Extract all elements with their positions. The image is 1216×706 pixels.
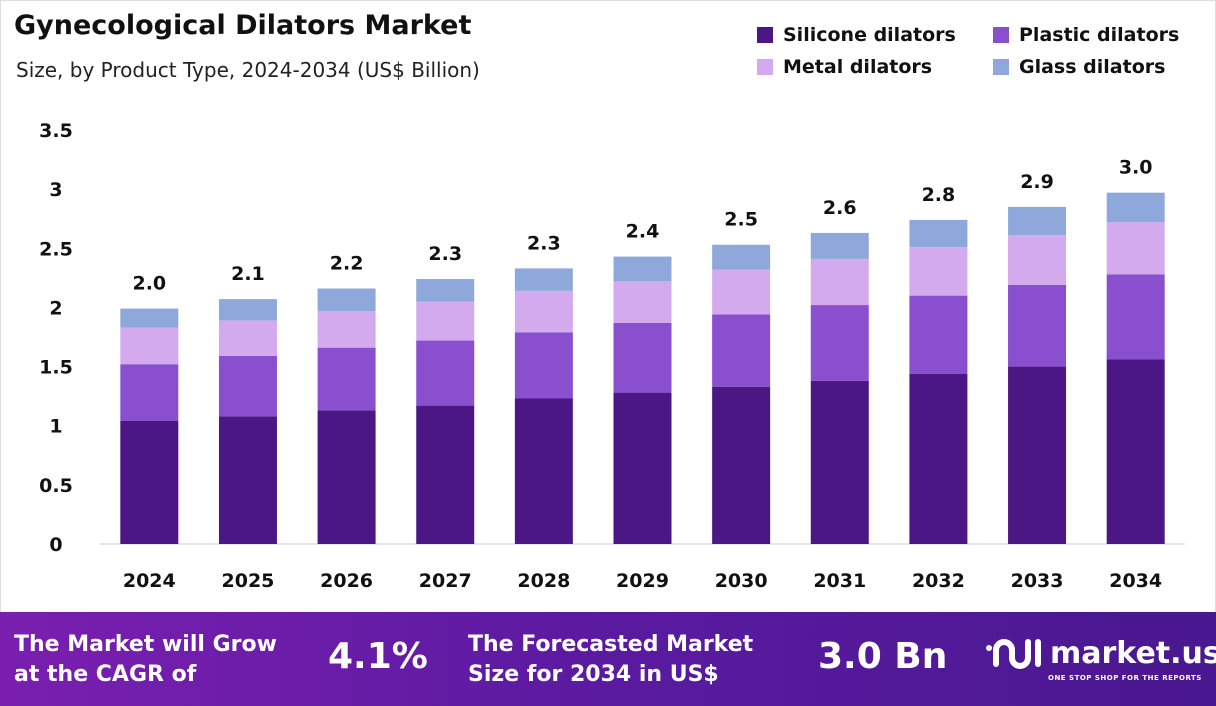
bar-segment — [810, 380, 869, 544]
bar-segment — [317, 288, 376, 311]
bar-segment — [218, 416, 277, 544]
bar-segment — [218, 355, 277, 417]
bar-segment — [120, 308, 179, 328]
chart-plot: 0 0.5 1 1.5 2 2.5 3 3.5 2.0 2024 2.1 2025 2.2 2026 2.3… — [39, 120, 1185, 592]
bar-segment — [909, 219, 968, 248]
logo-tagline: ONE STOP SHOP FOR THE REPORTS — [1048, 674, 1202, 682]
y-tick-label: 0 — [49, 534, 62, 556]
bar-segment — [514, 332, 573, 399]
x-tick-label: 2025 — [222, 570, 275, 592]
cagr-value: 4.1% — [328, 636, 428, 677]
bar-segment — [1106, 359, 1165, 544]
total-label: 2.9 — [1020, 171, 1054, 193]
bar-segment — [712, 269, 771, 315]
bar-segment — [416, 340, 475, 406]
x-tick-label: 2024 — [123, 570, 176, 592]
total-label: 2.5 — [724, 209, 758, 231]
x-tick-label: 2031 — [813, 570, 866, 592]
bar-segment — [514, 268, 573, 291]
total-label: 2.4 — [626, 221, 660, 243]
y-tick-label: 2.5 — [39, 238, 73, 260]
total-label: 2.6 — [823, 197, 857, 219]
bar-segment — [317, 410, 376, 544]
bar-segment — [1008, 206, 1067, 236]
cagr-label: The Market will Grow at the CAGR of — [14, 632, 277, 687]
bar-segment — [1106, 192, 1165, 223]
total-label: 2.3 — [527, 232, 561, 254]
bar-segment — [514, 398, 573, 544]
bar-segment — [1008, 284, 1067, 367]
bar-segment — [120, 420, 179, 544]
bar-segment — [416, 279, 475, 302]
y-tick-label: 0.5 — [39, 475, 73, 497]
bar-segment — [909, 247, 968, 296]
bar-segment — [218, 299, 277, 321]
forecast-label: The Forecasted Market Size for 2034 in U… — [468, 632, 754, 687]
y-tick-label: 3.5 — [39, 120, 73, 142]
bar-segment — [1106, 274, 1165, 360]
bar-segment — [712, 314, 771, 387]
bar-segment — [317, 347, 376, 411]
x-tick-label: 2029 — [616, 570, 669, 592]
x-tick-label: 2030 — [715, 570, 768, 592]
total-label: 2.0 — [132, 273, 166, 295]
bar-segment — [416, 301, 475, 341]
forecast-value: 3.0 Bn — [818, 636, 948, 677]
bar-segment — [1106, 222, 1165, 275]
bar-segment — [810, 258, 869, 306]
x-tick-label: 2026 — [320, 570, 373, 592]
bar-segment — [613, 256, 672, 282]
summary-banner: The Market will Grow at the CAGR of 4.1%… — [0, 612, 1216, 706]
bar-segment — [317, 310, 376, 348]
legend-item-glass: Glass dilators — [993, 56, 1193, 78]
bar-segment — [1008, 235, 1067, 285]
x-tick-label: 2028 — [517, 570, 570, 592]
bar-segment — [1008, 366, 1067, 544]
y-tick-label: 1 — [49, 416, 62, 438]
bar-segment — [120, 364, 179, 421]
x-tick-label: 2034 — [1109, 570, 1162, 592]
legend-swatch — [757, 59, 773, 75]
y-tick-label: 1.5 — [39, 357, 73, 379]
total-label: 2.3 — [428, 243, 462, 265]
total-label: 2.8 — [922, 184, 956, 206]
y-tick-label: 3 — [49, 179, 62, 201]
bar-segment — [909, 373, 968, 544]
legend-swatch — [993, 59, 1009, 75]
x-tick-label: 2032 — [912, 570, 965, 592]
x-tick-label: 2027 — [419, 570, 472, 592]
bar-segment — [514, 290, 573, 333]
total-label: 2.1 — [231, 263, 265, 285]
legend-swatch — [757, 27, 773, 43]
legend-swatch — [993, 27, 1009, 43]
legend-item-silicone: Silicone dilators — [757, 24, 993, 46]
bar-segment — [810, 305, 869, 381]
bar-segment — [416, 405, 475, 544]
market-us-logo-icon — [986, 639, 1041, 669]
bar-segment — [909, 295, 968, 374]
bar-segment — [613, 281, 672, 323]
bar-segment — [810, 232, 869, 259]
logo-text: market.us — [1050, 636, 1216, 671]
legend-item-metal: Metal dilators — [757, 56, 993, 78]
total-label: 2.2 — [330, 253, 364, 275]
chart-title: Gynecological Dilators Market — [14, 10, 472, 41]
x-tick-label: 2033 — [1011, 570, 1064, 592]
legend-item-plastic: Plastic dilators — [993, 24, 1193, 46]
chart-subtitle: Size, by Product Type, 2024-2034 (US$ Bi… — [16, 58, 480, 82]
bar-segment — [218, 320, 277, 356]
bar-segment — [613, 392, 672, 544]
total-label: 3.0 — [1119, 157, 1153, 179]
bar-segment — [120, 327, 179, 365]
bar-segment — [613, 322, 672, 393]
bar-segment — [712, 386, 771, 544]
bar-segment — [712, 244, 771, 270]
y-tick-label: 2 — [49, 297, 62, 319]
legend: Silicone dilators Plastic dilators Metal… — [757, 24, 1207, 78]
